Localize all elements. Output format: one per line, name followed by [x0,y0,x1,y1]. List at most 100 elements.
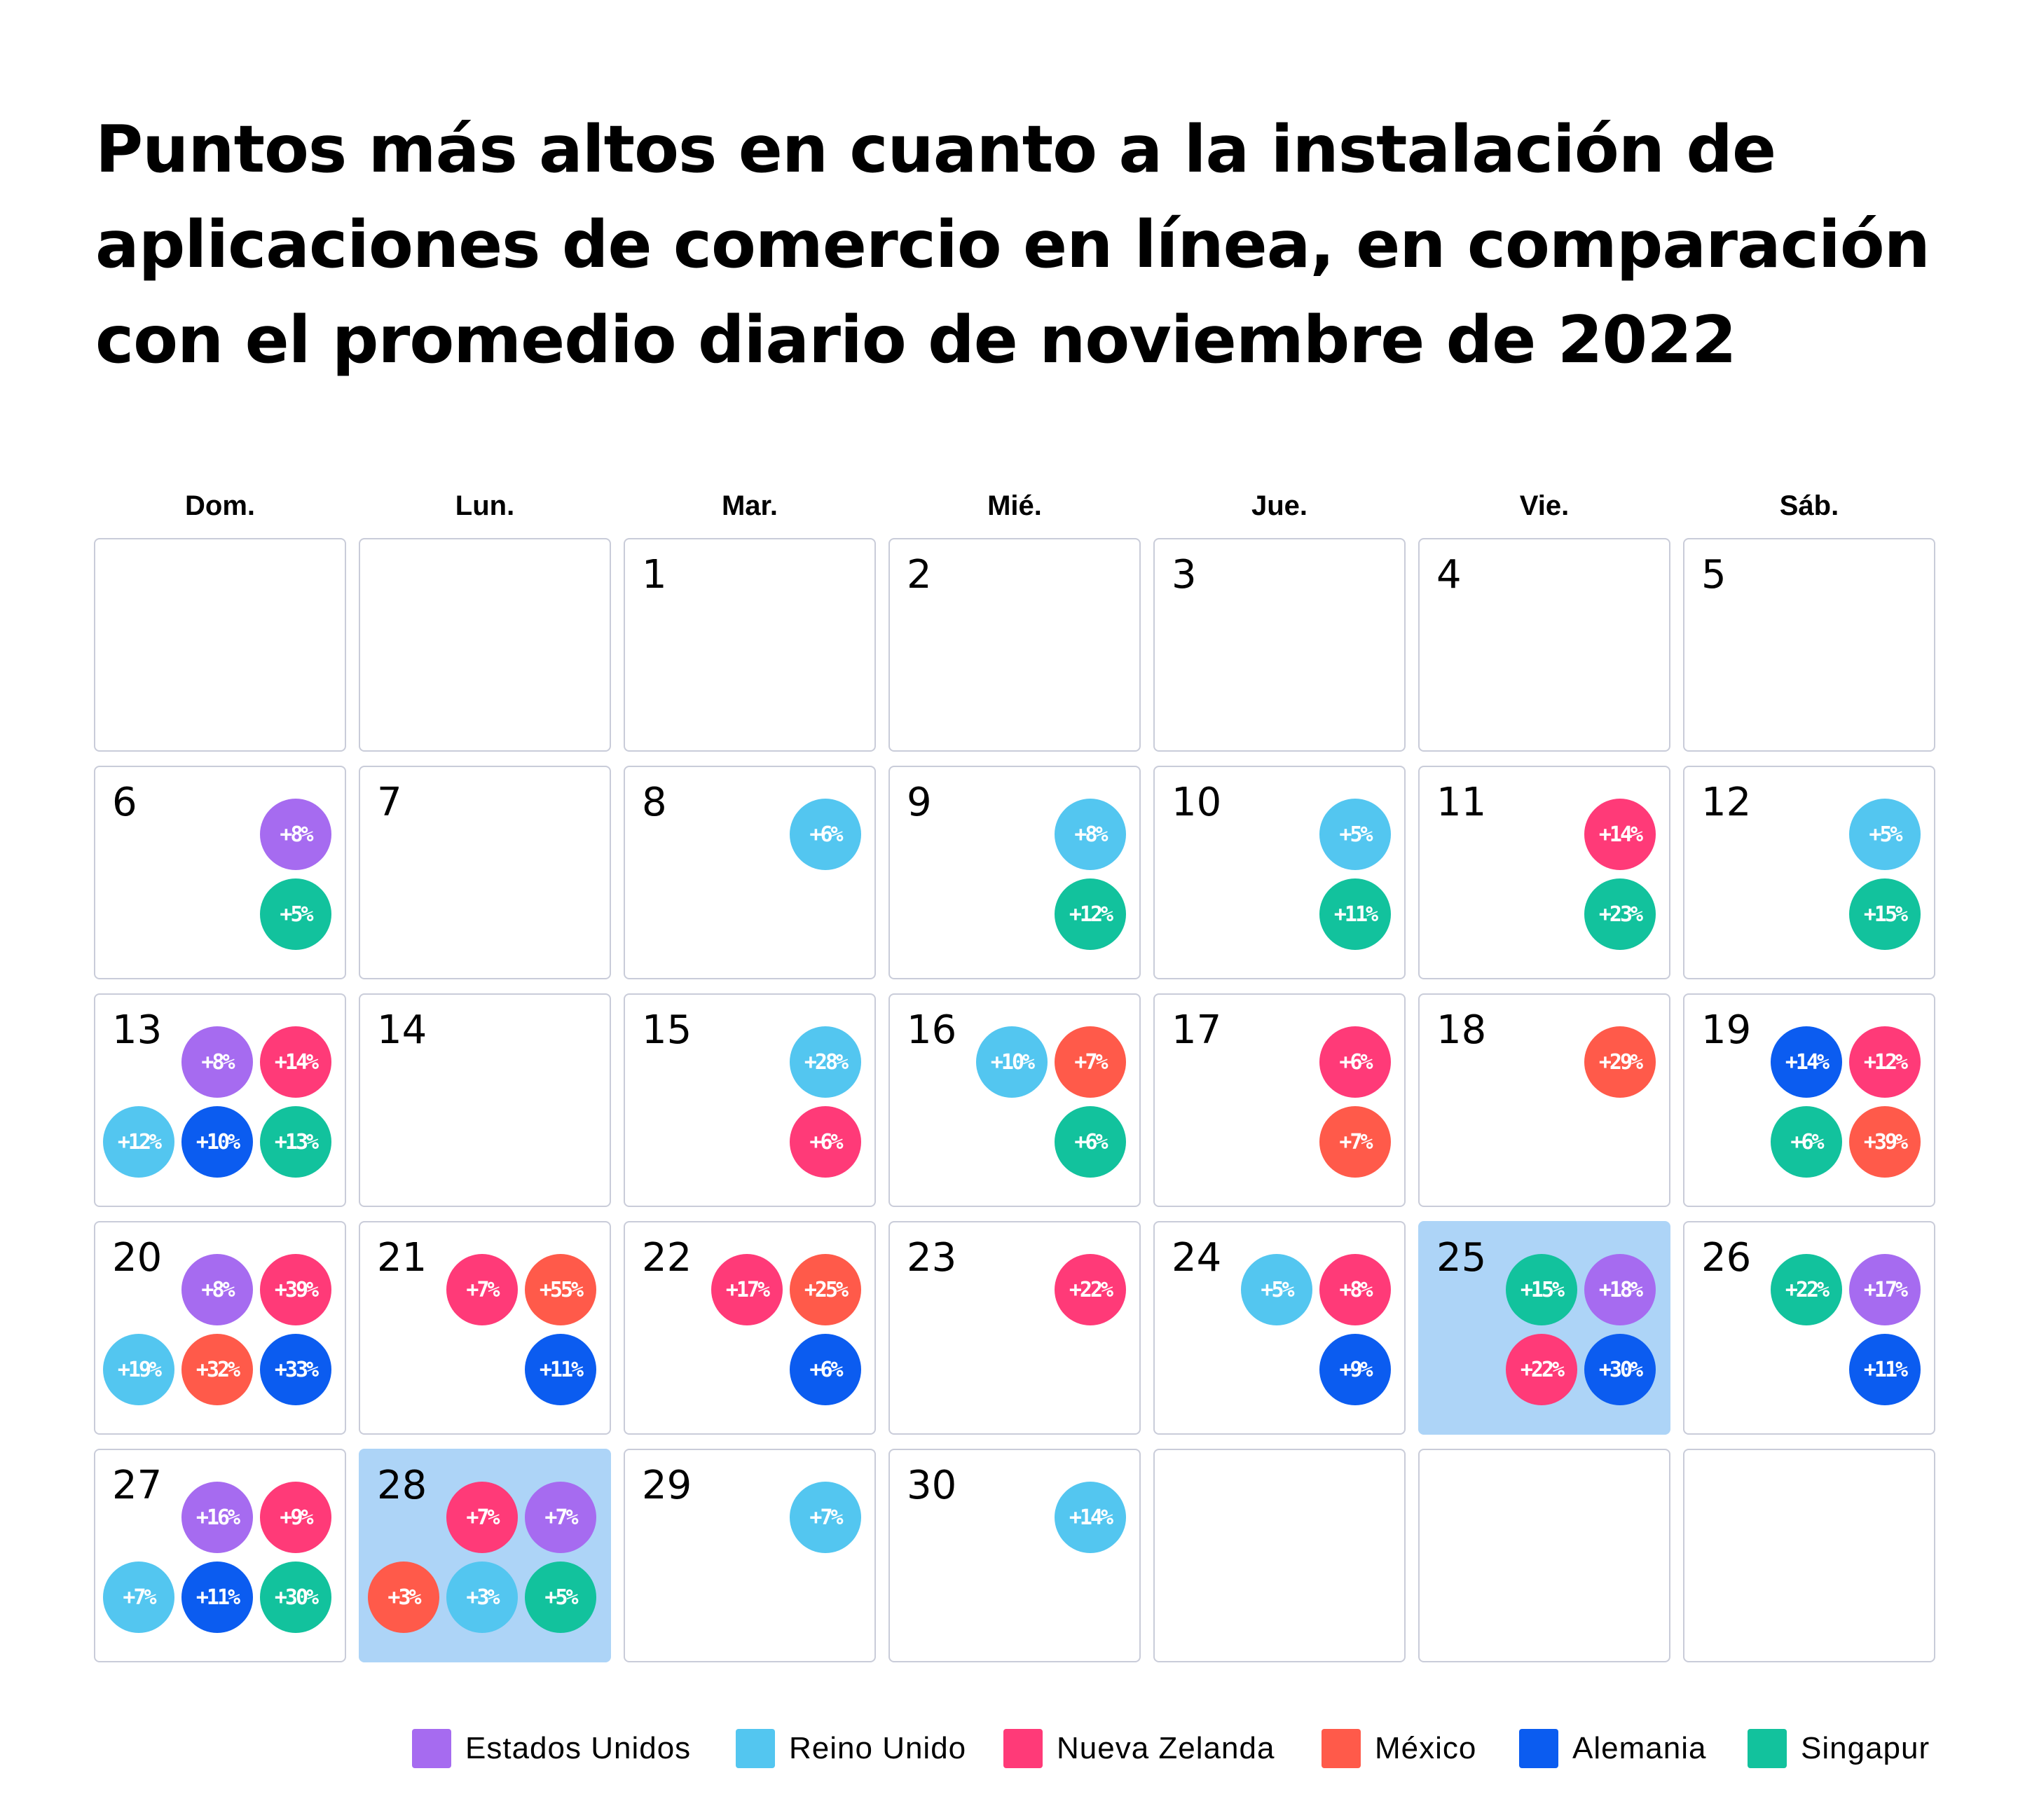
weekday-label: Mar. [721,490,778,521]
value-bubble-de: +11% [1849,1334,1921,1405]
day-number: 4 [1436,552,1462,598]
day-number: 7 [377,780,402,825]
value-bubble-nz: +22% [1506,1334,1577,1405]
day-number: 17 [1172,1007,1222,1053]
value-bubble-de: +9% [1319,1334,1391,1405]
day-number: 23 [907,1235,957,1281]
day-cell-24: 24 +5% +8% +9% [1153,1221,1406,1435]
day-cell-1: 1 [624,538,876,752]
value-bubble-sg: +30% [260,1562,331,1633]
value-bubble-us: +8% [260,799,331,870]
value-bubble-uk: +5% [1319,799,1391,870]
day-cell-25: 25 +15% +18% +22% +30% [1418,1221,1670,1435]
value-bubble-uk: +19% [103,1334,174,1405]
value-bubble-uk: +14% [1055,1482,1126,1553]
day-number: 15 [642,1007,692,1053]
day-cell-23: 23 +22% [888,1221,1141,1435]
legend-swatch [736,1729,775,1768]
value-bubble-sg: +5% [525,1562,596,1633]
value-bubble-de: +11% [181,1562,253,1633]
weekday-label: Lun. [455,490,515,521]
day-cell-7: 7 [359,766,611,979]
day-cell-10: 10 +5% +11% [1153,766,1406,979]
value-bubble-mx: +55% [525,1254,596,1325]
legend-item-us: Estados Unidos [412,1728,691,1770]
value-bubble-uk: +8% [1055,799,1126,870]
value-bubble-sg: +11% [1319,878,1391,950]
value-bubble-uk: +3% [446,1562,518,1633]
day-number: 21 [377,1235,427,1281]
day-cell-17: 17 +6% +7% [1153,993,1406,1207]
value-bubble-uk: +7% [790,1482,861,1553]
value-bubble-us: +16% [181,1482,253,1553]
day-cell-19: 19 +14% +12% +6% +39% [1683,993,1935,1207]
day-cell-18: 18 +29% [1418,993,1670,1207]
value-bubble-sg: +23% [1584,878,1656,950]
value-bubble-nz: +7% [446,1254,518,1325]
day-number: 16 [907,1007,957,1053]
legend-item-de: Alemania [1519,1728,1706,1770]
value-bubble-mx: +32% [181,1334,253,1405]
value-bubble-uk: +7% [103,1562,174,1633]
legend-label: Nueva Zelanda [1057,1731,1275,1765]
day-cell-13: 13 +8% +14% +12% +10% +13% [94,993,346,1207]
day-cell-27: 27 +16% +9% +7% +11% +30% [94,1449,346,1662]
value-bubble-nz: +17% [711,1254,783,1325]
value-bubble-de: +6% [790,1334,861,1405]
day-number: 20 [112,1235,163,1281]
value-bubble-us: +8% [181,1254,253,1325]
legend-swatch [1322,1729,1361,1768]
legend-item-nz: Nueva Zelanda [1003,1728,1275,1770]
value-bubble-nz: +6% [1319,1026,1391,1098]
value-bubble-nz: +9% [260,1482,331,1553]
empty-day-cell [1683,1449,1935,1662]
value-bubble-us: +17% [1849,1254,1921,1325]
value-bubble-mx: +7% [1319,1106,1391,1178]
value-bubble-uk: +28% [790,1026,861,1098]
value-bubble-us: +7% [525,1482,596,1553]
value-bubble-nz: +22% [1055,1254,1126,1325]
value-bubble-nz: +8% [1319,1254,1391,1325]
day-number: 27 [112,1463,163,1508]
day-cell-11: 11 +14% +23% [1418,766,1670,979]
legend-item-sg: Singapur [1748,1728,1930,1770]
legend-swatch [412,1729,451,1768]
day-cell-5: 5 [1683,538,1935,752]
day-number: 1 [642,552,667,598]
value-bubble-uk: +5% [1241,1254,1312,1325]
day-cell-3: 3 [1153,538,1406,752]
day-number: 5 [1701,552,1727,598]
value-bubble-mx: +25% [790,1254,861,1325]
value-bubble-de: +14% [1771,1026,1842,1098]
value-bubble-nz: +6% [790,1106,861,1178]
value-bubble-uk: +5% [1849,799,1921,870]
value-bubble-sg: +5% [260,878,331,950]
day-number: 30 [907,1463,957,1508]
weekday-label: Mié. [987,490,1042,521]
day-number: 11 [1436,780,1487,825]
empty-day-cell [94,538,346,752]
legend-swatch [1003,1729,1043,1768]
value-bubble-nz: +14% [1584,799,1656,870]
empty-day-cell [1418,1449,1670,1662]
value-bubble-uk: +12% [103,1106,174,1178]
day-number: 18 [1436,1007,1487,1053]
legend-swatch [1748,1729,1787,1768]
value-bubble-mx: +7% [1055,1026,1126,1098]
chart-title: Puntos más altos en cuanto a la instalac… [95,111,1930,378]
value-bubble-sg: +22% [1771,1254,1842,1325]
day-number: 29 [642,1463,692,1508]
value-bubble-de: +11% [525,1334,596,1405]
weekday-label: Dom. [185,490,255,521]
value-bubble-mx: +29% [1584,1026,1656,1098]
legend-item-mx: México [1322,1728,1476,1770]
day-number: 25 [1436,1235,1487,1281]
day-cell-15: 15 +28% +6% [624,993,876,1207]
day-number: 9 [907,780,932,825]
day-number: 24 [1172,1235,1222,1281]
value-bubble-sg: +15% [1506,1254,1577,1325]
legend-label: Reino Unido [789,1731,967,1765]
value-bubble-sg: +6% [1771,1106,1842,1178]
day-cell-22: 22 +17% +25% +6% [624,1221,876,1435]
value-bubble-sg: +6% [1055,1106,1126,1178]
